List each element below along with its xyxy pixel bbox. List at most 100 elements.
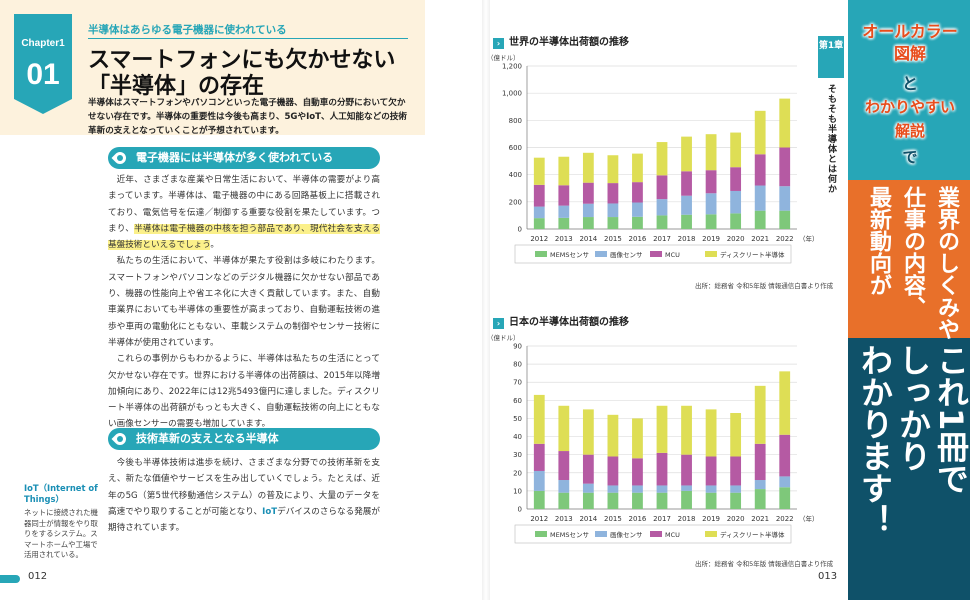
- bar-segment: [705, 134, 717, 171]
- bar-segment: [607, 414, 619, 457]
- x-tick-label: 2014: [579, 515, 597, 523]
- bar-segment: [705, 492, 717, 509]
- bar-segment: [558, 156, 570, 186]
- text-run: デバイスのさらなる発展が期待されています。: [108, 506, 380, 534]
- bar-segment: [754, 443, 766, 481]
- bar-segment: [779, 476, 791, 488]
- legend-label: MCU: [665, 531, 680, 539]
- bar-segment: [582, 217, 594, 229]
- bar-segment: [582, 454, 594, 484]
- bar-segment: [681, 214, 692, 229]
- x-tick-label: 2017: [653, 515, 671, 523]
- cover-middle-text: 業界のしくみや: [934, 186, 959, 340]
- bar-segment: [754, 385, 766, 444]
- bar-segment: [779, 98, 791, 148]
- bar-segment: [607, 203, 619, 218]
- lead-text: 半導体はスマートフォンやパソコンといった電子機器、自動車の分野において欠かせない…: [88, 98, 407, 136]
- bar-segment: [730, 492, 742, 509]
- legend-swatch: [595, 531, 607, 537]
- bar-segment: [656, 199, 668, 216]
- bar-segment: [779, 371, 791, 435]
- chart-2-source: 出所：総務省 令和5年版 情報通信白書より作成: [695, 560, 834, 568]
- x-unit-label: （年）: [799, 514, 815, 523]
- section-heading-1: 電子機器には半導体が多く使われている: [108, 147, 380, 169]
- legend-label: ディスクリート半導体: [720, 530, 785, 539]
- y-tick-label: 0: [518, 506, 522, 514]
- sidenote-description: ネットに接続された機器同士が情報をやり取りをするシステム。スマートホームや工場で…: [24, 508, 98, 559]
- section-heading-2: 技術革新の支えとなる半導体: [108, 428, 380, 450]
- x-tick-label: 2022: [776, 235, 794, 243]
- bar-segment: [656, 215, 668, 229]
- bar-segment: [558, 451, 570, 481]
- chart-1: （億ドル） 0 200 400 600 800 1,000 1,200 2012 2013 2014…: [487, 53, 815, 264]
- kicker: 半導体はあらゆる電子機器に使われている: [88, 24, 287, 36]
- y-tick-label: 600: [509, 144, 522, 152]
- bar-segment: [681, 490, 692, 509]
- text-run: 。: [210, 240, 219, 251]
- x-tick-label: 2015: [604, 515, 622, 523]
- cover-top-band: [848, 0, 970, 180]
- text-run: 今後も半導体技術は進歩を続け、さまざまな分野での技術革新を支え、新たな価値やサー…: [108, 458, 380, 517]
- bar-segment: [656, 452, 668, 486]
- page-number-bar: [0, 575, 20, 583]
- y-tick-label: 50: [513, 415, 522, 423]
- bar-segment: [730, 190, 742, 214]
- bar-segment: [705, 193, 717, 215]
- bar-segment: [607, 456, 619, 486]
- bar-segment: [582, 203, 594, 218]
- legend-label: ディスクリート半導体: [720, 250, 785, 259]
- bar-segment: [558, 205, 570, 218]
- book-cover-strip: オールカラー 図解 と わかりやすい 解説 で 業界のしくみや 仕事の内容、 最…: [848, 0, 970, 600]
- bar-segment: [730, 132, 742, 168]
- cover-bottom-text: これ1冊で: [932, 344, 970, 495]
- chapter-tab: Chapter1 01: [14, 14, 72, 114]
- bar-segment: [582, 152, 594, 183]
- x-tick-label: 2014: [579, 235, 597, 243]
- pin-icon: [111, 149, 129, 167]
- bar-segment: [533, 394, 545, 444]
- bar-segment: [533, 218, 545, 229]
- bar-segment: [558, 217, 570, 229]
- x-tick-label: 2012: [530, 235, 548, 243]
- bar-segment: [779, 147, 791, 187]
- legend-swatch: [705, 251, 717, 257]
- bar-segment: [632, 492, 643, 509]
- cover-middle-text: 最新動向が: [866, 186, 891, 296]
- chart-2-title: › 日本の半導体出荷額の推移: [493, 313, 629, 329]
- glossary-term-link[interactable]: IoT: [262, 506, 278, 517]
- x-tick-label: 2020: [727, 235, 745, 243]
- bar-segment: [533, 157, 545, 185]
- bar-segment: [754, 489, 766, 509]
- left-page: Chapter1 01 半導体はあらゆる電子機器に使われている スマートフォンに…: [0, 0, 485, 600]
- chart-2-title-text: 日本の半導体出荷額の推移: [509, 317, 629, 328]
- legend-swatch: [535, 531, 547, 537]
- bar-segment: [533, 184, 545, 207]
- bar-segment: [730, 167, 742, 191]
- bar-segment: [705, 409, 717, 457]
- sidenote-term: IoT（Internet of Things）: [24, 483, 98, 504]
- x-tick-label: 2019: [702, 515, 720, 523]
- section-heading-2-label: 技術革新の支えとなる半導体: [136, 432, 279, 445]
- bar-segment: [558, 185, 570, 206]
- bar-segment: [656, 175, 668, 200]
- y-tick-label: 10: [513, 487, 522, 495]
- y-tick-label: 1,000: [502, 90, 522, 98]
- paragraph: これらの事例からもわかるように、半導体は私たちの生活にとって欠かせない存在です。…: [108, 354, 380, 430]
- bar-segment: [754, 110, 766, 155]
- cover-bottom-text: わかります！: [856, 344, 894, 536]
- bar-segment: [730, 456, 742, 486]
- cover-middle-band: [848, 180, 970, 338]
- text-run: 近年、さまざまな産業や日常生活において、半導体の需要がより高まっています。半導体…: [108, 175, 380, 234]
- x-tick-label: 2015: [604, 235, 622, 243]
- cover-text: と: [901, 74, 918, 93]
- bar-segment: [632, 153, 643, 183]
- bar-segment: [607, 155, 619, 184]
- y-tick-label: 30: [513, 451, 522, 459]
- cover-text: わかりやすい: [864, 98, 955, 116]
- x-tick-label: 2012: [530, 515, 548, 523]
- cover-text: 解説: [894, 122, 925, 140]
- legend-label: MCU: [665, 251, 680, 259]
- bar-segment: [779, 434, 791, 477]
- bar-segment: [656, 405, 668, 453]
- bar-segment: [754, 185, 766, 211]
